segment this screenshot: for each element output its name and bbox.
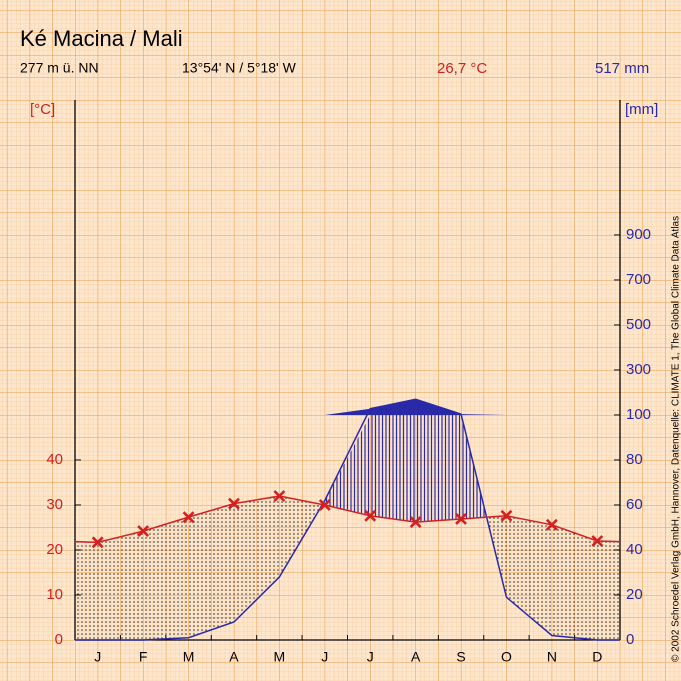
temperature-marker (455, 513, 467, 525)
y-tick-label: 30 (46, 496, 63, 513)
chart-title: Ké Macina / Mali (20, 26, 183, 51)
temperature-marker (545, 518, 558, 531)
x-tick-label: O (501, 649, 512, 665)
temperature-marker (228, 497, 240, 510)
y2-tick-label: 100 (626, 406, 651, 423)
x-tick-label: J (321, 649, 328, 665)
y2-axis-label: [mm] (625, 101, 658, 118)
annual-precipitation: 517 mm (595, 60, 649, 77)
temperature-marker (500, 509, 513, 522)
temperature-line (97, 495, 598, 544)
x-tick-label: F (139, 649, 148, 665)
perhumid-fill (75, 399, 620, 415)
x-tick-label: M (274, 649, 286, 665)
temperature-marker (318, 499, 331, 511)
temperature-marker (91, 536, 104, 549)
y2-tick-label: 80 (626, 451, 643, 468)
y2-tick-label: 60 (626, 496, 643, 513)
temperature-marker (182, 511, 195, 524)
y2-tick-label: 40 (626, 541, 643, 558)
elevation: 277 m ü. NN (20, 60, 99, 76)
y2-tick-label: 900 (626, 226, 651, 243)
y-tick-label: 10 (46, 586, 63, 603)
y2-tick-label: 0 (626, 631, 634, 648)
x-tick-label: A (229, 649, 239, 665)
coordinates: 13°54' N / 5°18' W (182, 60, 297, 76)
source-note: © 2002 Schroedel Verlag GmbH, Hannover, … (671, 216, 681, 662)
precipitation-line (97, 398, 598, 641)
x-tick-label: D (592, 649, 602, 665)
y2-tick-label: 20 (626, 586, 643, 603)
temperature-marker (591, 535, 604, 547)
y2-tick-label: 700 (626, 271, 651, 288)
y-axis-label: [°C] (30, 101, 55, 118)
temperature-marker (409, 516, 422, 529)
y-tick-label: 0 (55, 631, 63, 648)
temperature-marker (273, 490, 286, 502)
y2-tick-label: 300 (626, 361, 651, 378)
y-tick-label: 20 (46, 541, 63, 558)
temperature-line-edge (597, 540, 621, 543)
x-tick-label: A (411, 649, 421, 665)
temperature-line-edge (74, 540, 98, 544)
x-tick-label: S (456, 649, 465, 665)
x-tick-label: J (94, 649, 101, 665)
y-tick-label: 40 (46, 451, 63, 468)
x-tick-label: M (183, 649, 195, 665)
y2-tick-label: 500 (626, 316, 651, 333)
x-tick-label: N (547, 649, 557, 665)
annual-temperature: 26,7 °C (437, 60, 487, 77)
temperature-marker (364, 509, 377, 522)
x-tick-label: J (367, 649, 374, 665)
temperature-marker (137, 525, 150, 538)
